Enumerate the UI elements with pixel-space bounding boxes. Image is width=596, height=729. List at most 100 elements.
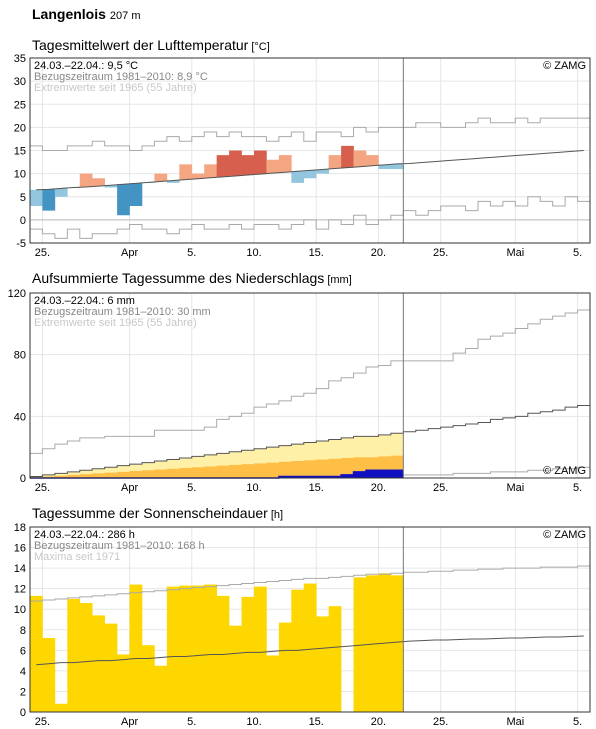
x-tick-label: Mai xyxy=(506,716,524,728)
temperature-bar xyxy=(104,185,118,188)
temperature-bar xyxy=(366,155,379,166)
sunshine-bar xyxy=(104,623,118,712)
y-tick-label: 20 xyxy=(14,122,26,134)
precipitation-actual-bar xyxy=(291,476,305,478)
temperature-bar xyxy=(204,164,217,178)
temperature-legend-normal: Bezugszeitraum 1981–2010: 8,9 °C xyxy=(34,71,208,83)
temperature-bar xyxy=(79,173,93,188)
sunshine-bar xyxy=(328,606,342,712)
x-tick-label: 15. xyxy=(309,482,324,494)
y-tick-label: -5 xyxy=(16,238,26,250)
temperature-max-extreme-line xyxy=(30,117,590,151)
precipitation-max-extreme-line xyxy=(30,309,590,454)
sunshine-bar xyxy=(278,622,292,712)
sunshine-normal-line xyxy=(36,635,584,666)
sunshine-bar xyxy=(142,645,155,712)
y-tick-label: 5 xyxy=(20,192,26,204)
y-tick-label: 16 xyxy=(14,543,26,555)
temperature-bar xyxy=(390,163,404,169)
precipitation-copyright: © ZAMG xyxy=(543,465,586,477)
panel-title-sunshine-text: Tagessumme der Sonnenscheindauer xyxy=(32,505,268,521)
sunshine-legend-period: 24.03.–22.04.: 286 h xyxy=(34,529,135,541)
precipitation-normal-line xyxy=(30,405,590,477)
y-tick-label: 18 xyxy=(14,522,26,534)
y-tick-label: 25 xyxy=(14,99,26,111)
y-tick-label: 0 xyxy=(20,473,26,485)
temperature-bar xyxy=(241,155,255,176)
station-name: Langenlois xyxy=(32,6,106,22)
panel-unit-sunshine: [h] xyxy=(270,509,284,521)
y-tick-label: 0 xyxy=(20,707,26,719)
x-tick-label: 25. xyxy=(35,482,50,494)
x-tick-label: Apr xyxy=(121,482,138,494)
y-tick-label: 15 xyxy=(14,146,26,158)
panel-title-temperature: Tagesmittelwert der Lufttemperatur [°C] xyxy=(32,37,270,53)
station-elevation: 207 m xyxy=(109,10,141,22)
x-tick-label: 25. xyxy=(433,716,448,728)
y-tick-label: 80 xyxy=(14,350,26,362)
temperature-bar xyxy=(117,184,130,216)
panel-title-precipitation: Aufsummierte Tagessumme des Niederschlag… xyxy=(32,270,352,286)
sunshine-bar xyxy=(92,615,105,712)
x-tick-label: 5. xyxy=(573,482,582,494)
x-tick-label: 25. xyxy=(35,247,50,259)
plot-frame xyxy=(29,292,591,479)
y-tick-label: 4 xyxy=(20,666,26,678)
sunshine-bar xyxy=(117,654,130,712)
temperature-bar xyxy=(328,155,342,169)
temperature-bar xyxy=(154,173,168,182)
y-tick-label: 6 xyxy=(20,645,26,657)
temperature-legend-extremes: Extremwerte seit 1965 (55 Jahre) xyxy=(34,82,197,94)
y-tick-label: 12 xyxy=(14,584,26,596)
temperature-bar xyxy=(191,173,205,179)
precipitation-actual-bar xyxy=(378,470,392,478)
sunshine-bar xyxy=(204,584,217,712)
temperature-bar xyxy=(378,164,392,169)
temperature-bar xyxy=(92,178,105,187)
sunshine-copyright: © ZAMG xyxy=(543,529,586,541)
panel-title-temperature-text: Tagesmittelwert der Lufttemperatur xyxy=(32,37,249,53)
sunshine-legend-normal: Bezugszeitraum 1981–2010: 168 h xyxy=(34,540,205,552)
temperature-bar xyxy=(216,155,230,177)
x-tick-label: Apr xyxy=(121,716,138,728)
x-tick-label: 5. xyxy=(573,716,582,728)
sunshine-bar xyxy=(241,596,255,712)
panel-unit-temperature: [°C] xyxy=(251,41,270,53)
y-tick-label: 30 xyxy=(14,76,26,88)
temperature-bar xyxy=(179,164,193,180)
precipitation-actual-bar xyxy=(316,476,329,478)
precipitation-legend-normal: Bezugszeitraum 1981–2010: 30 mm xyxy=(34,306,211,318)
temperature-normal-line xyxy=(36,150,584,191)
precipitation-legend-extremes: Extremwerte seit 1965 (55 Jahre) xyxy=(34,317,197,329)
x-tick-label: 25. xyxy=(433,247,448,259)
panel-title-sunshine: Tagessumme der Sonnenscheindauer [h] xyxy=(32,505,283,521)
temperature-bar xyxy=(42,189,56,211)
precipitation-actual-bar xyxy=(341,474,354,478)
y-tick-label: 14 xyxy=(14,563,26,575)
sunshine-max-line xyxy=(30,565,590,602)
precipitation-actual-bar xyxy=(366,470,379,478)
temperature-bar xyxy=(254,150,267,175)
y-tick-label: 35 xyxy=(14,53,26,65)
sunshine-bar xyxy=(129,584,143,712)
sunshine-bar xyxy=(30,595,43,712)
precipitation-actual-bar xyxy=(328,476,342,478)
x-tick-label: 20. xyxy=(371,247,386,259)
x-tick-label: 25. xyxy=(433,482,448,494)
plot-frame xyxy=(29,57,591,244)
temperature-bar xyxy=(291,171,305,183)
precipitation-legend-period: 24.03.–22.04.: 6 mm xyxy=(34,295,135,307)
y-tick-label: 0 xyxy=(20,215,26,227)
precipitation-lower-band xyxy=(30,455,404,478)
x-tick-label: Apr xyxy=(121,247,138,259)
sunshine-bar xyxy=(378,573,392,712)
y-tick-label: 8 xyxy=(20,625,26,637)
panel-unit-precipitation: [mm] xyxy=(327,274,352,286)
precipitation-actual-bar xyxy=(390,470,404,478)
sunshine-bar xyxy=(67,598,81,712)
x-tick-label: Mai xyxy=(506,482,524,494)
sunshine-bar xyxy=(390,575,404,712)
x-tick-label: 10. xyxy=(246,482,261,494)
precipitation-actual-bar xyxy=(303,476,317,478)
